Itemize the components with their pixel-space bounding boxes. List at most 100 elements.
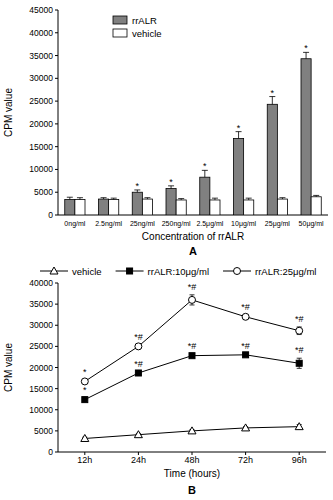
legend-label: rrALR:25μg/ml <box>255 266 316 277</box>
y-axis-label: CPM value <box>3 88 14 137</box>
error-bar <box>246 198 252 200</box>
y-tick-label: 25000 <box>29 96 53 106</box>
significance: * <box>83 385 87 395</box>
x-tick-label: 10μg/ml <box>231 220 256 228</box>
error-bar <box>178 199 184 200</box>
error-bar <box>77 198 83 200</box>
point <box>296 360 302 366</box>
significance: * <box>271 88 275 98</box>
x-axis-label: Time (hours) <box>164 468 220 479</box>
y-tick <box>55 325 58 326</box>
y-tick-label: 20000 <box>29 363 53 373</box>
y-axis <box>58 10 59 215</box>
error-bar <box>236 132 242 139</box>
point <box>82 397 88 403</box>
y-tick-label: 25000 <box>29 341 53 351</box>
point <box>242 424 250 431</box>
error-bar <box>190 295 195 305</box>
legend-swatch <box>113 29 127 37</box>
x-tick-label: 24h <box>131 455 146 465</box>
point <box>188 427 196 434</box>
legend-label: vehicle <box>72 266 102 277</box>
series-line <box>85 427 299 439</box>
y-tick-label: 30000 <box>29 320 53 330</box>
bar <box>210 200 220 215</box>
x-tick-label: 50μg/ml <box>299 220 324 228</box>
significance: * <box>237 123 241 133</box>
point <box>135 343 142 350</box>
y-tick <box>55 346 58 347</box>
legend-marker <box>50 267 58 274</box>
significance: * <box>203 161 207 171</box>
y-tick <box>55 146 58 147</box>
error-bar <box>202 170 208 177</box>
y-tick-label: 0 <box>48 447 53 457</box>
point <box>135 370 141 376</box>
y-tick <box>55 123 58 124</box>
y-tick <box>55 430 58 431</box>
y-tick-label: 40000 <box>29 278 53 288</box>
legend-marker <box>127 268 133 274</box>
y-tick <box>55 283 58 284</box>
y-tick-label: 5000 <box>34 426 53 436</box>
y-tick <box>55 388 58 389</box>
error-bar <box>269 97 275 105</box>
y-axis-label: CPM value <box>3 343 14 392</box>
point <box>189 296 196 303</box>
significance: * <box>169 177 173 187</box>
bar <box>109 200 119 215</box>
y-tick-label: 15000 <box>29 384 53 394</box>
y-tick <box>55 101 58 102</box>
series-line <box>85 355 299 400</box>
error-bar <box>67 197 73 199</box>
significance: *# <box>188 282 197 292</box>
bar <box>75 200 85 215</box>
figure: 0500010000150002000025000300003500040000… <box>0 0 333 500</box>
x-axis-label: Concentration of rrALR <box>142 231 244 242</box>
x-tick-label: 12h <box>77 455 92 465</box>
legend-swatch <box>113 16 127 24</box>
bar <box>65 200 75 215</box>
y-tick-label: 15000 <box>29 142 53 152</box>
x-tick-label: 25μg/ml <box>265 220 290 228</box>
y-tick <box>55 409 58 410</box>
y-tick <box>55 452 58 453</box>
x-tick-label: 96h <box>292 455 307 465</box>
y-tick-label: 45000 <box>29 5 53 15</box>
error-bar <box>313 195 319 196</box>
y-tick-label: 5000 <box>34 187 53 197</box>
y-tick-label: 30000 <box>29 73 53 83</box>
y-tick <box>55 78 58 79</box>
point <box>296 327 303 334</box>
bar <box>267 104 277 215</box>
significance: *# <box>241 341 250 351</box>
y-tick <box>55 169 58 170</box>
significance: *# <box>295 314 304 324</box>
y-tick-label: 0 <box>48 210 53 220</box>
bar <box>311 197 321 215</box>
legend-label: rrALR:10μg/ml <box>148 266 209 277</box>
annotations: ****** <box>136 43 309 191</box>
significance: *# <box>134 359 143 369</box>
bar <box>132 192 142 215</box>
significance: *# <box>134 332 143 342</box>
point <box>189 353 195 359</box>
series-line <box>85 300 299 382</box>
panel-label: A <box>189 245 197 257</box>
x-tick-label: 48h <box>184 455 199 465</box>
legend-label: vehicle <box>132 28 162 39</box>
y-tick-label: 35000 <box>29 299 53 309</box>
bar <box>234 138 244 215</box>
y-tick <box>55 304 58 305</box>
error-bar <box>101 198 107 199</box>
y-tick <box>55 192 58 193</box>
panel-A: 0500010000150002000025000300003500040000… <box>3 5 328 257</box>
significance: * <box>304 43 308 53</box>
bar <box>301 59 311 215</box>
error-bar <box>297 327 302 335</box>
significance: * <box>83 367 87 377</box>
plot-area <box>81 295 303 442</box>
y-tick-label: 35000 <box>29 51 53 61</box>
x-tick-label: 2.5ng/ml <box>95 220 122 228</box>
significance: *# <box>295 345 304 355</box>
